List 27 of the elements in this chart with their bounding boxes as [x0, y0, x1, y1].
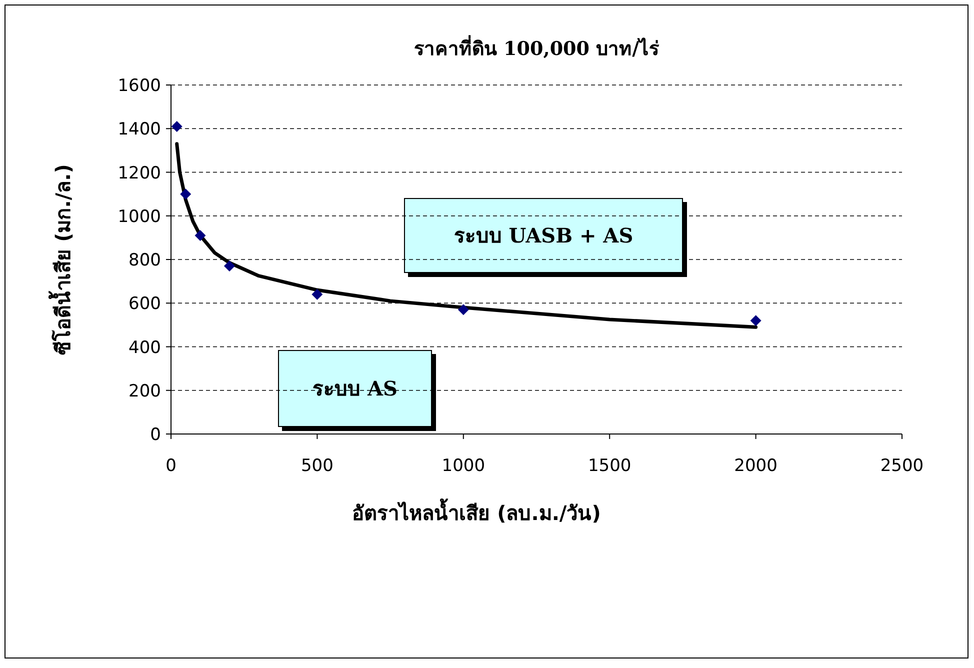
x-tick-label: 2500 — [880, 456, 924, 476]
y-tick-label: 1000 — [118, 206, 161, 227]
y-tick-label: 800 — [128, 250, 161, 270]
x-tick-label: 1000 — [442, 456, 486, 476]
y-tick-label: 600 — [128, 294, 161, 314]
x-tick-label: 500 — [300, 456, 334, 476]
y-tick-label: 200 — [128, 381, 161, 402]
y-tick-label: 1400 — [118, 120, 161, 140]
x-tick-label: 1500 — [588, 456, 632, 476]
point — [458, 304, 469, 316]
y-tick-label: 0 — [150, 425, 161, 445]
point — [171, 120, 182, 132]
chart-title: ราคาที่ดิน 100,000 บาท/ไร่ — [414, 35, 660, 60]
point — [180, 188, 192, 200]
point — [312, 288, 323, 300]
point — [194, 230, 206, 242]
point — [750, 315, 762, 326]
annotation: ระบบ UASB + AS — [454, 224, 634, 248]
x-tick-label: 0 — [166, 456, 176, 476]
y-tick-label: 1600 — [118, 76, 161, 96]
y-tick-label: 1200 — [118, 163, 161, 184]
y-axis-title: ซีโอดีน้ำเสีย (มก./ล.) — [48, 164, 75, 355]
x-tick-label: 2000 — [734, 456, 778, 476]
annotation: ระบบ AS — [312, 376, 398, 400]
x-axis-title: อัตราไหลน้ำเสีย (ลบ.ม./วัน) — [352, 498, 601, 525]
y-tick-label: 400 — [128, 338, 161, 358]
point — [224, 260, 235, 272]
